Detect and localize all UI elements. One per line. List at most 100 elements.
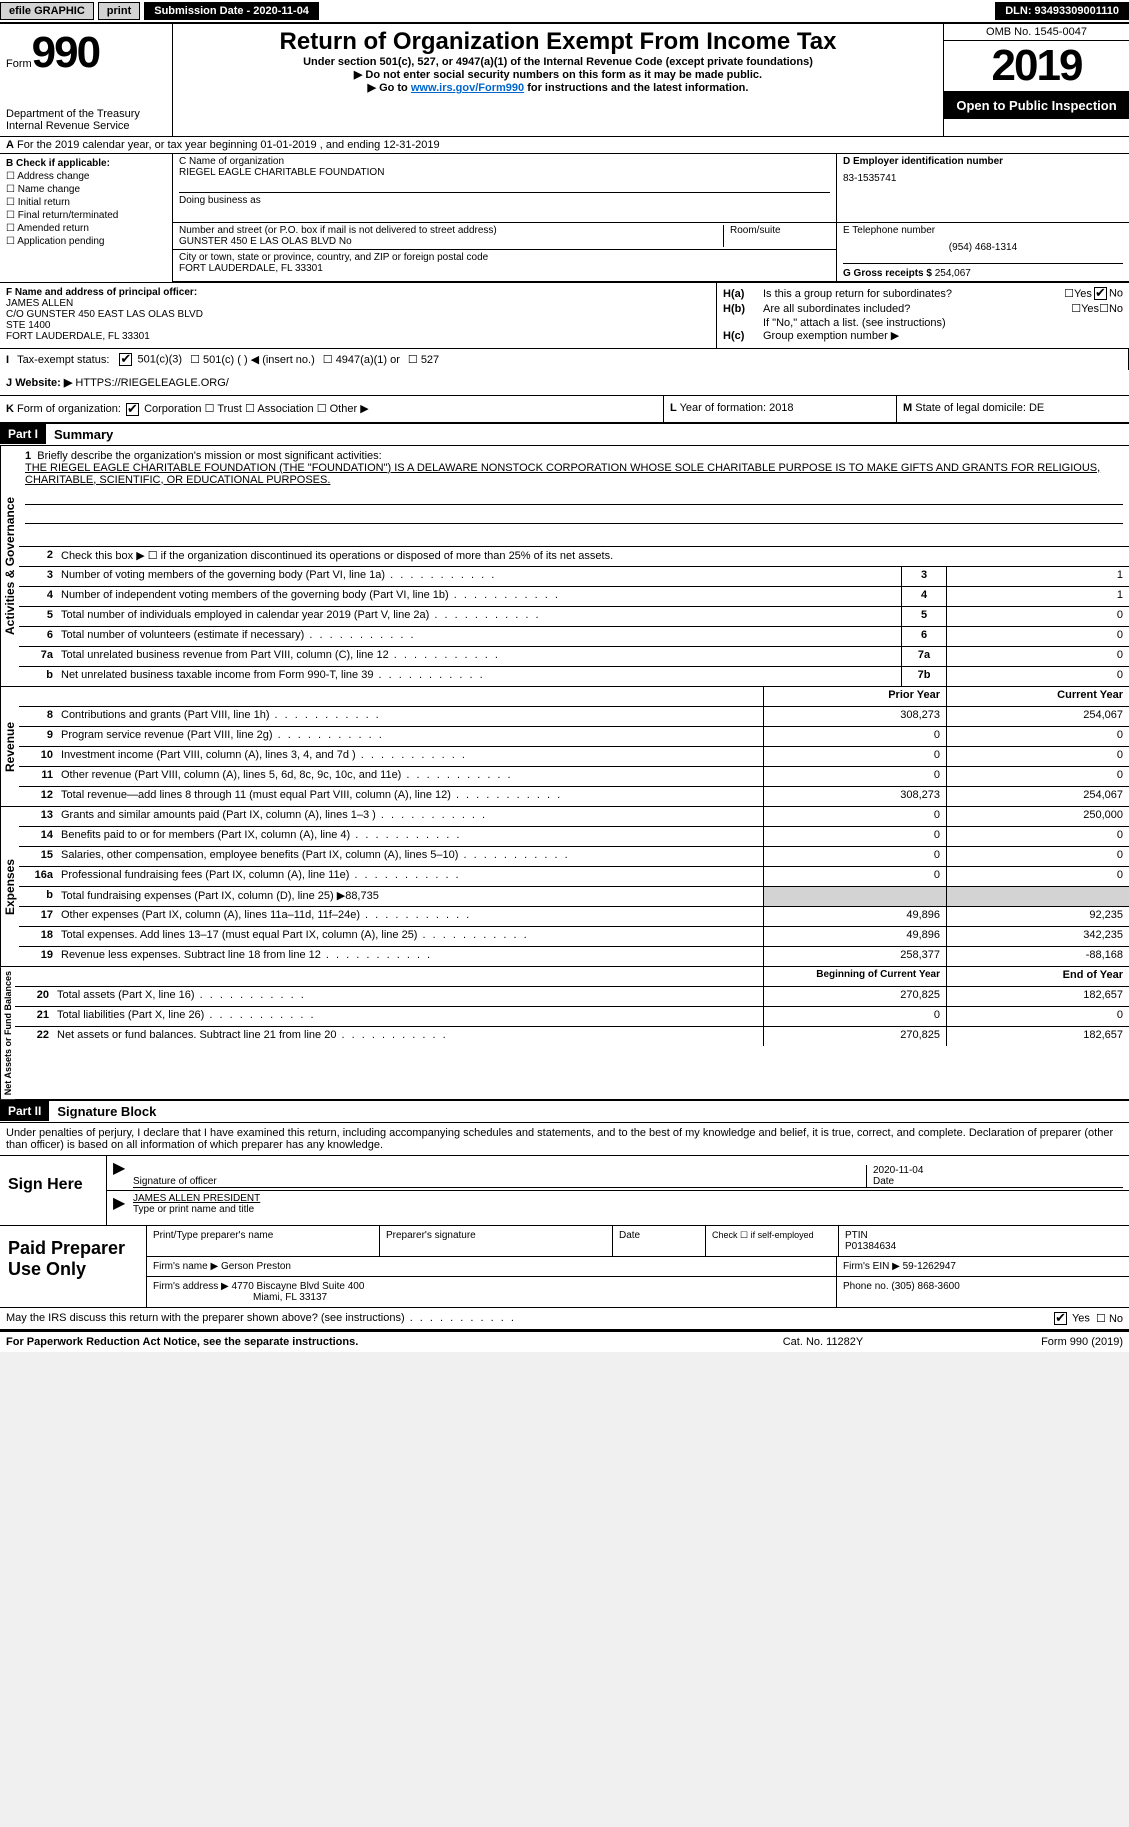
- tax-year: 2019: [944, 41, 1129, 92]
- firm-ein: 59-1262947: [903, 1261, 956, 1272]
- sig-officer-label: Signature of officer: [133, 1176, 866, 1187]
- rev-line: 11Other revenue (Part VIII, column (A), …: [19, 767, 1129, 787]
- omb-number: OMB No. 1545-0047: [944, 24, 1129, 41]
- exp-line: 17Other expenses (Part IX, column (A), l…: [19, 907, 1129, 927]
- sign-here-block: Sign Here ▶ Signature of officer 2020-11…: [0, 1156, 1129, 1226]
- rev-line: 8Contributions and grants (Part VIII, li…: [19, 707, 1129, 727]
- addr-value: GUNSTER 450 E LAS OLAS BLVD No: [179, 236, 723, 247]
- chk-amended-return[interactable]: ☐ Amended return: [6, 223, 166, 234]
- ein-value: 83-1535741: [843, 173, 1123, 184]
- suite-label: Room/suite: [723, 225, 830, 247]
- firm-addr2: Miami, FL 33137: [253, 1292, 327, 1303]
- chk-corp[interactable]: Corporation: [124, 403, 202, 415]
- open-to-public: Open to Public Inspection: [944, 92, 1129, 119]
- officer-name: JAMES ALLEN PRESIDENT: [133, 1193, 1123, 1204]
- chk-final-return[interactable]: ☐ Final return/terminated: [6, 210, 166, 221]
- chk-application-pending[interactable]: ☐ Application pending: [6, 236, 166, 247]
- firm-name: Gerson Preston: [221, 1261, 291, 1272]
- firm-phone-label: Phone no.: [843, 1281, 889, 1292]
- gov-line: bNet unrelated business taxable income f…: [19, 667, 1129, 686]
- label-balances: Net Assets or Fund Balances: [0, 967, 15, 1099]
- print-button[interactable]: print: [98, 2, 140, 20]
- box-l: L Year of formation: 2018: [664, 396, 897, 422]
- box-f: F Name and address of principal officer:…: [0, 283, 717, 348]
- exp-line: 13Grants and similar amounts paid (Part …: [19, 807, 1129, 827]
- form-label: Form: [6, 58, 32, 70]
- prep-name-hdr: Print/Type preparer's name: [147, 1226, 380, 1256]
- ssn-note: ▶ Do not enter social security numbers o…: [183, 68, 933, 81]
- box-i: I Tax-exempt status: 501(c)(3) ☐ 501(c) …: [0, 349, 1129, 370]
- hb-yes[interactable]: ☐Yes: [1071, 302, 1099, 315]
- dln-label: DLN: 93493309001110: [995, 2, 1129, 20]
- prep-self-emp[interactable]: Check ☐ if self-employed: [706, 1226, 839, 1256]
- exp-line: 14Benefits paid to or for members (Part …: [19, 827, 1129, 847]
- box-m: M State of legal domicile: DE: [897, 396, 1129, 422]
- box-d-label: D Employer identification number: [843, 156, 1123, 167]
- top-toolbar: efile GRAPHIC print Submission Date - 20…: [0, 0, 1129, 22]
- chk-4947[interactable]: ☐ 4947(a)(1) or: [323, 353, 400, 366]
- ha-no[interactable]: No: [1092, 287, 1123, 300]
- chk-501c3[interactable]: 501(c)(3): [117, 353, 182, 366]
- ha-yes[interactable]: ☐Yes: [1064, 287, 1092, 300]
- submission-date: Submission Date - 2020-11-04: [144, 2, 319, 20]
- form-subtitle: Under section 501(c), 527, or 4947(a)(1)…: [183, 56, 933, 68]
- efile-button[interactable]: efile GRAPHIC: [0, 2, 94, 20]
- hb-note: If "No," attach a list. (see instruction…: [723, 317, 1123, 329]
- ptin-value: P01384634: [845, 1241, 1123, 1252]
- department-label: Department of the Treasury Internal Reve…: [6, 108, 166, 132]
- chk-other[interactable]: ☐ Other ▶: [317, 403, 369, 415]
- rev-line: 9Program service revenue (Part VIII, lin…: [19, 727, 1129, 747]
- form-number: 990: [32, 28, 99, 77]
- box-b: B Check if applicable: ☐ Address change …: [0, 154, 173, 282]
- chk-address-change[interactable]: ☐ Address change: [6, 171, 166, 182]
- exp-line: 18Total expenses. Add lines 13–17 (must …: [19, 927, 1129, 947]
- bal-line: 22Net assets or fund balances. Subtract …: [15, 1027, 1129, 1046]
- city-label: City or town, state or province, country…: [179, 252, 830, 263]
- irs-link[interactable]: www.irs.gov/Form990: [411, 82, 524, 94]
- chk-name-change[interactable]: ☐ Name change: [6, 184, 166, 195]
- box-b-header: B Check if applicable:: [6, 158, 166, 169]
- label-revenue: Revenue: [0, 687, 19, 806]
- exp-line: bTotal fundraising expenses (Part IX, co…: [19, 887, 1129, 907]
- chk-assoc[interactable]: ☐ Association: [245, 403, 314, 415]
- box-h: H(a) Is this a group return for subordin…: [717, 283, 1129, 348]
- chk-501c[interactable]: ☐ 501(c) ( ) ◀ (insert no.): [190, 353, 315, 366]
- goto-note: ▶ Go to www.irs.gov/Form990 for instruct…: [183, 81, 933, 94]
- gov-line: 4Number of independent voting members of…: [19, 587, 1129, 607]
- exp-line: 19Revenue less expenses. Subtract line 1…: [19, 947, 1129, 966]
- label-governance: Activities & Governance: [0, 446, 19, 686]
- bal-header-row: Beginning of Current Year End of Year: [15, 967, 1129, 987]
- discuss-no[interactable]: ☐ No: [1096, 1312, 1123, 1325]
- city-value: FORT LAUDERDALE, FL 33301: [179, 263, 830, 274]
- firm-addr-label: Firm's address ▶: [153, 1281, 229, 1292]
- rev-line: 10Investment income (Part VIII, column (…: [19, 747, 1129, 767]
- box-j: J Website: ▶ HTTPS://RIEGELEAGLE.ORG/: [0, 370, 1129, 396]
- gov-line: 7aTotal unrelated business revenue from …: [19, 647, 1129, 667]
- chk-527[interactable]: ☐ 527: [408, 353, 439, 366]
- bal-line: 21Total liabilities (Part X, line 26)00: [15, 1007, 1129, 1027]
- addr-label: Number and street (or P.O. box if mail i…: [179, 225, 723, 236]
- page-footer: For Paperwork Reduction Act Notice, see …: [0, 1331, 1129, 1352]
- part1-header: Part I Summary: [0, 424, 1129, 446]
- website-url[interactable]: HTTPS://RIEGELEAGLE.ORG/: [75, 377, 228, 389]
- bal-line: 20Total assets (Part X, line 16)270,8251…: [15, 987, 1129, 1007]
- label-expenses: Expenses: [0, 807, 19, 966]
- form-header: Form990 Department of the Treasury Inter…: [0, 22, 1129, 137]
- rev-header-row: Prior Year Current Year: [19, 687, 1129, 707]
- gov-line: 3Number of voting members of the governi…: [19, 567, 1129, 587]
- gov-line: 2Check this box ▶ ☐ if the organization …: [19, 547, 1129, 567]
- chk-trust[interactable]: ☐ Trust: [205, 403, 242, 415]
- org-name: RIEGEL EAGLE CHARITABLE FOUNDATION: [179, 167, 830, 178]
- sig-date-label: Date: [873, 1176, 1123, 1187]
- prep-sig-hdr: Preparer's signature: [380, 1226, 613, 1256]
- row-a: A For the 2019 calendar year, or tax yea…: [0, 137, 1129, 154]
- chk-initial-return[interactable]: ☐ Initial return: [6, 197, 166, 208]
- ptin-label: PTIN: [845, 1230, 1123, 1241]
- may-discuss-row: May the IRS discuss this return with the…: [0, 1307, 1129, 1331]
- box-c-label: C Name of organization: [179, 156, 830, 167]
- rev-line: 12Total revenue—add lines 8 through 11 (…: [19, 787, 1129, 806]
- discuss-yes[interactable]: Yes: [1052, 1312, 1090, 1325]
- sig-date: 2020-11-04: [873, 1165, 1123, 1176]
- hb-no[interactable]: ☐No: [1099, 302, 1123, 315]
- officer-name-label: Type or print name and title: [133, 1204, 1123, 1215]
